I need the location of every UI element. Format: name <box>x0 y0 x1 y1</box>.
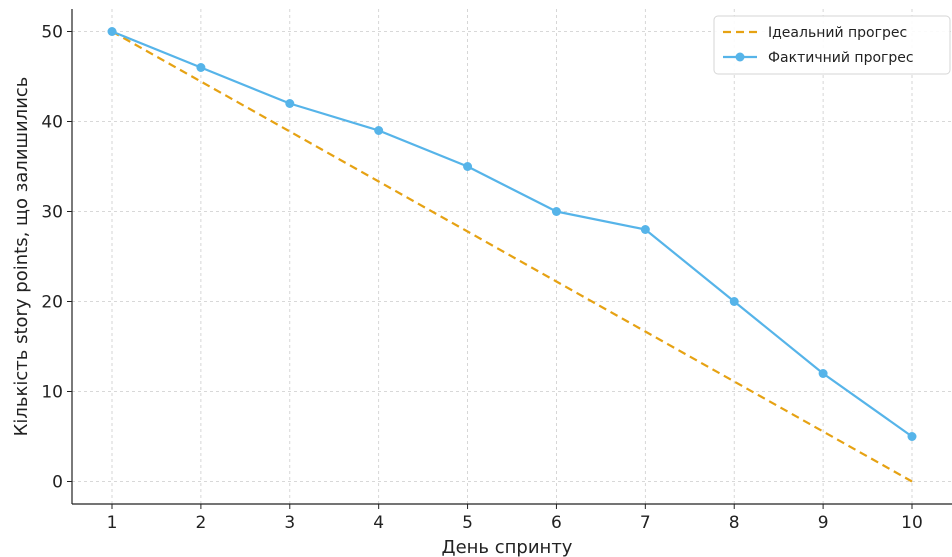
x-tick-label: 5 <box>462 513 473 533</box>
data-point <box>730 297 739 306</box>
series-line-1 <box>112 32 912 437</box>
legend-label-actual: Фактичний прогрес <box>768 50 914 66</box>
x-tick-label: 9 <box>818 513 829 533</box>
y-tick-label: 30 <box>41 203 63 223</box>
y-tick-label: 10 <box>41 383 63 403</box>
y-axis-title: Кількість story points, що залишились <box>11 77 32 437</box>
data-point <box>641 225 650 234</box>
legend-marker-actual <box>736 53 745 62</box>
data-point <box>552 207 561 216</box>
x-axis-title: День спринту <box>442 537 573 557</box>
y-ticks: 0 10 20 30 40 50 <box>41 23 72 493</box>
data-point <box>108 27 117 36</box>
y-tick-label: 40 <box>41 113 63 133</box>
data-point <box>908 432 917 441</box>
data-point <box>819 369 828 378</box>
series-line-0 <box>112 32 912 482</box>
legend-label-ideal: Ідеальний прогрес <box>768 25 907 41</box>
y-tick-label: 50 <box>41 23 63 43</box>
x-tick-label: 6 <box>551 513 562 533</box>
data-point <box>285 99 294 108</box>
x-tick-label: 3 <box>284 513 295 533</box>
series-group <box>108 27 917 482</box>
x-tick-label: 1 <box>107 513 118 533</box>
data-point <box>196 63 205 72</box>
data-point <box>374 126 383 135</box>
x-tick-label: 7 <box>640 513 651 533</box>
data-point <box>463 162 472 171</box>
y-tick-label: 0 <box>52 473 63 493</box>
y-tick-label: 20 <box>41 293 63 313</box>
x-tick-label: 10 <box>901 513 923 533</box>
x-tick-label: 8 <box>729 513 740 533</box>
x-tick-label: 4 <box>373 513 384 533</box>
x-tick-label: 2 <box>195 513 206 533</box>
x-ticks: 1 2 3 4 5 6 7 8 9 10 <box>107 504 923 533</box>
legend: Ідеальний прогрес Фактичний прогрес <box>714 16 950 74</box>
